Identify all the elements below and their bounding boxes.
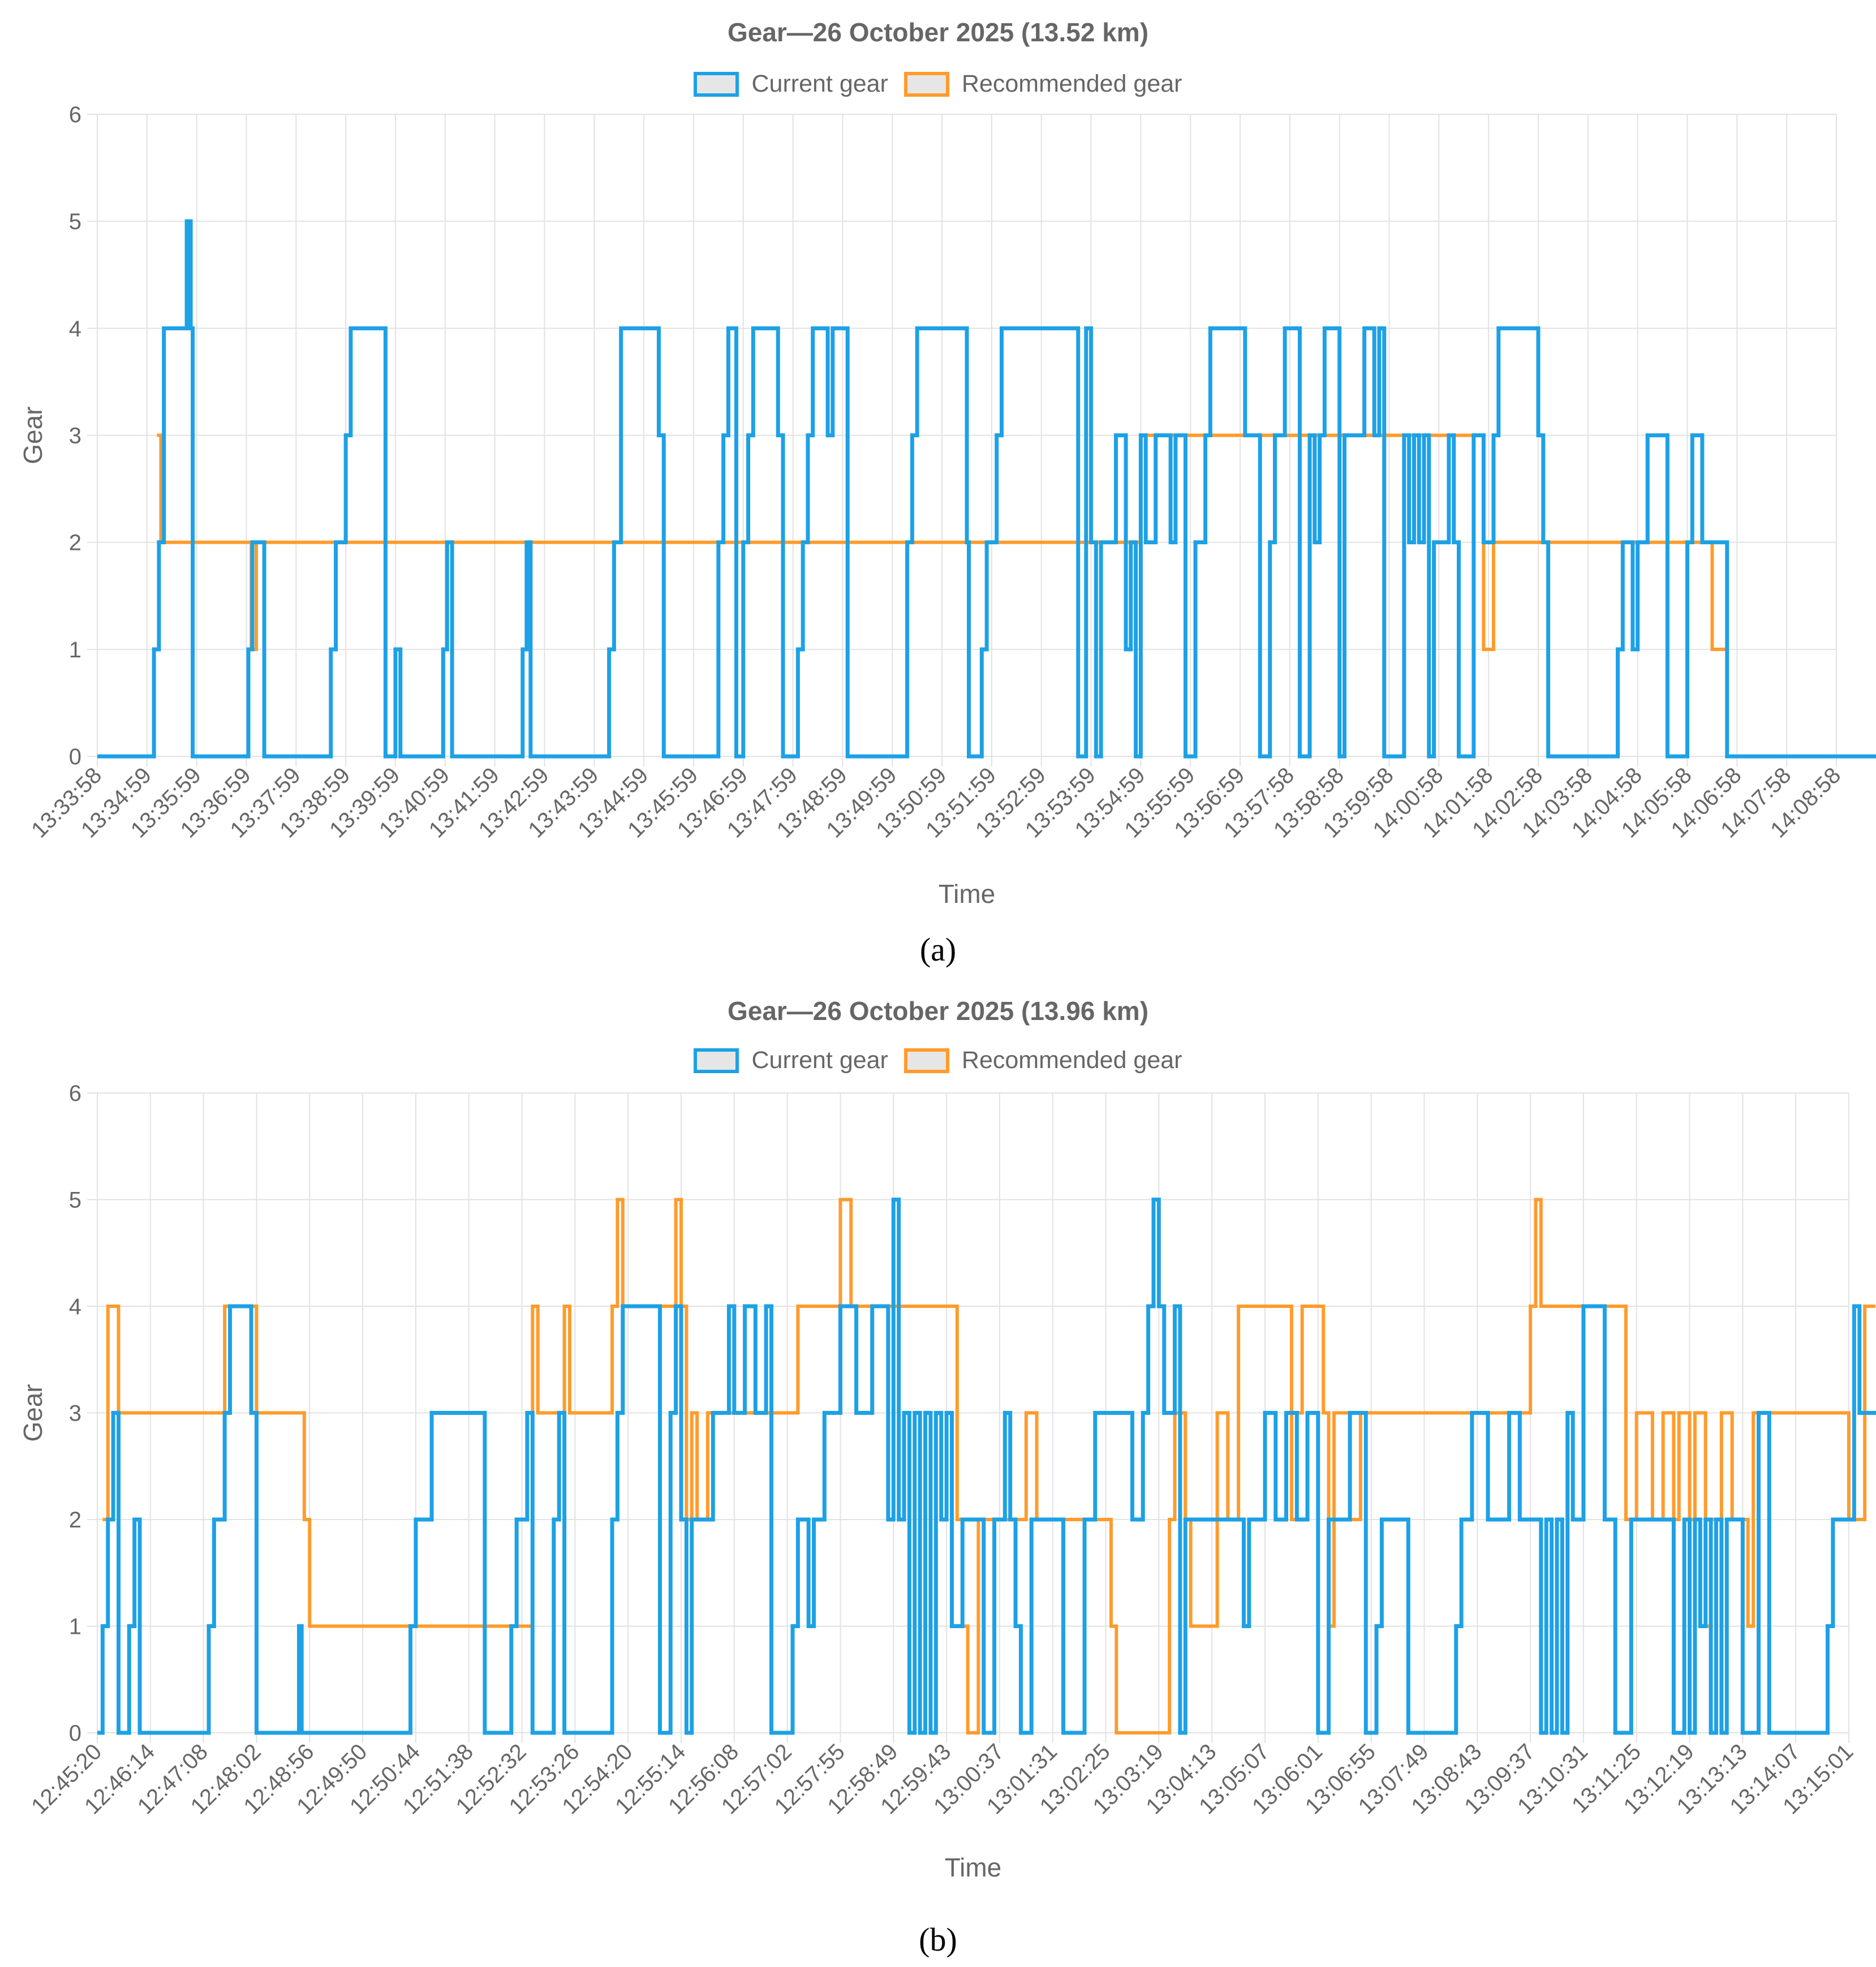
figure-caption-a: (a)	[919, 931, 957, 968]
legend-swatch-recommended-gear-a	[903, 71, 949, 97]
legend-swatch-recommended-gear-b	[903, 1048, 949, 1073]
legend-a: Current gear Recommended gear	[0, 70, 1876, 98]
y-axis-label: Gear	[18, 1384, 48, 1441]
legend-b: Current gear Recommended gear	[0, 1047, 1876, 1074]
y-tick-label: 0	[69, 1721, 81, 1746]
legend-item-recommended-gear-a[interactable]: Recommended gear	[903, 70, 1182, 98]
legend-swatch-current-gear-b	[694, 1048, 739, 1073]
gear-chart-b: 012345612:45:2012:46:1412:47:0812:48:021…	[18, 1081, 1876, 1882]
legend-item-current-gear-b[interactable]: Current gear	[694, 1047, 888, 1074]
chart-panel-a: Gear—26 October 2025 (13.52 km) Current …	[0, 18, 1876, 968]
series-line-current-gear-b	[97, 1198, 1876, 1735]
chart-title-b: Gear—26 October 2025 (13.96 km)	[727, 996, 1149, 1026]
gear-chart-a: 012345613:33:5813:34:5913:35:5913:36:591…	[18, 102, 1876, 909]
y-tick-label: 5	[69, 209, 81, 234]
grid-a	[87, 114, 1837, 767]
y-tick-label: 0	[69, 744, 81, 769]
series-line-current-gear-a	[97, 219, 1876, 759]
legend-label-current-gear-a: Current gear	[751, 70, 888, 97]
legend-item-current-gear-a[interactable]: Current gear	[694, 70, 888, 98]
legend-swatch-current-gear-a	[694, 71, 739, 97]
series-line-recommended-gear-b	[102, 1198, 1875, 1734]
y-tick-label: 1	[69, 1615, 81, 1639]
chart-panel-b: Gear—26 October 2025 (13.96 km) Current …	[0, 984, 1876, 1967]
y-tick-label: 1	[69, 638, 81, 662]
y-tick-label: 4	[69, 1294, 81, 1319]
legend-label-recommended-gear-a: Recommended gear	[961, 70, 1182, 97]
y-tick-label: 2	[69, 531, 81, 556]
x-axis-label: Time	[939, 879, 996, 909]
y-tick-label: 6	[69, 1081, 81, 1106]
x-axis-label: Time	[945, 1853, 1002, 1882]
figure-caption-b: (b)	[919, 1921, 957, 1958]
y-tick-label: 2	[69, 1508, 81, 1533]
y-tick-label: 6	[69, 102, 81, 127]
y-tick-label: 3	[69, 1401, 81, 1426]
legend-label-current-gear-b: Current gear	[751, 1047, 888, 1074]
y-axis-label: Gear	[18, 406, 48, 464]
legend-label-recommended-gear-b: Recommended gear	[961, 1047, 1182, 1074]
y-tick-label: 3	[69, 424, 81, 449]
legend-item-recommended-gear-b[interactable]: Recommended gear	[903, 1047, 1182, 1074]
chart-title-a: Gear—26 October 2025 (13.52 km)	[727, 18, 1149, 47]
y-tick-label: 5	[69, 1188, 81, 1213]
y-tick-label: 4	[69, 316, 81, 341]
